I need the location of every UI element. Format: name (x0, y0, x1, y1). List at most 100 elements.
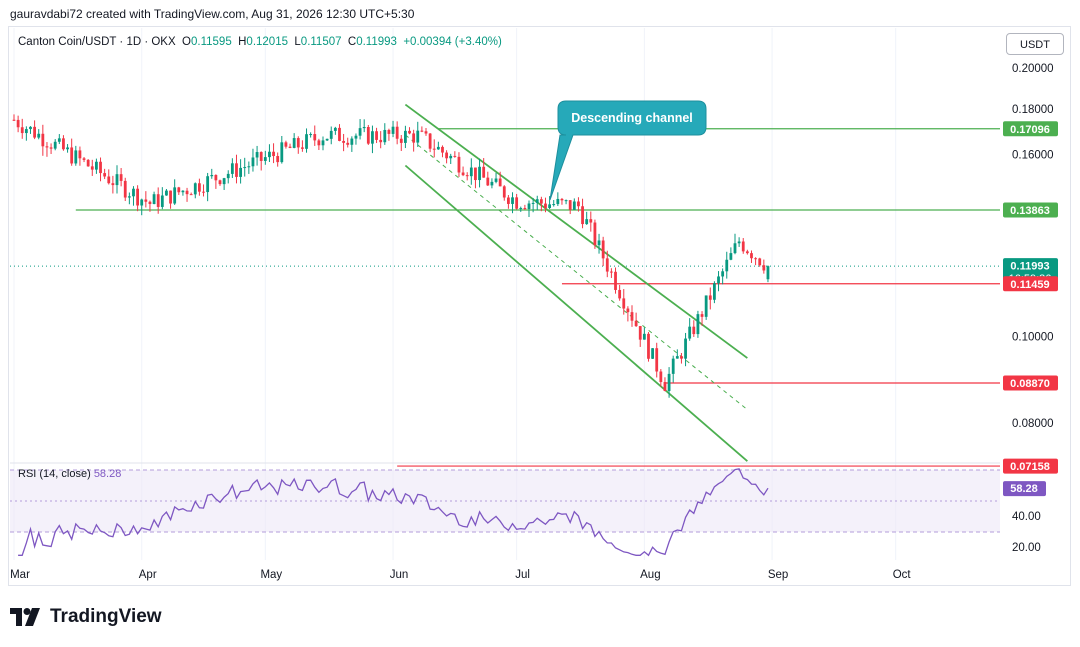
candle-body[interactable] (539, 199, 543, 204)
candle-body[interactable] (610, 271, 613, 273)
candle-body[interactable] (24, 129, 28, 134)
candle-body[interactable] (366, 127, 370, 144)
candle-body[interactable] (535, 199, 539, 203)
candle-body[interactable] (766, 266, 770, 280)
candle-body[interactable] (115, 174, 119, 186)
candle-body[interactable] (313, 134, 317, 141)
candle-body[interactable] (762, 265, 766, 271)
candle-body[interactable] (560, 198, 564, 201)
candle-body[interactable] (680, 356, 683, 359)
candle-body[interactable] (206, 176, 210, 193)
candle-body[interactable] (601, 240, 605, 259)
candle-body[interactable] (642, 333, 646, 340)
candle-body[interactable] (350, 138, 354, 145)
candle-body[interactable] (564, 200, 568, 202)
candle-body[interactable] (45, 146, 49, 148)
price-badge[interactable] (1003, 121, 1058, 137)
candle-body[interactable] (309, 134, 313, 136)
candle-body[interactable] (519, 208, 523, 210)
candle-body[interactable] (57, 138, 61, 142)
candle-body[interactable] (758, 258, 762, 266)
candle-body[interactable] (189, 194, 193, 196)
candle-body[interactable] (544, 203, 547, 209)
candle-body[interactable] (478, 166, 481, 181)
price-badge[interactable] (1003, 202, 1058, 218)
candle-body[interactable] (247, 166, 251, 168)
candle-body[interactable] (325, 138, 329, 141)
candle-body[interactable] (329, 130, 333, 139)
candle-body[interactable] (148, 201, 152, 205)
candle-body[interactable] (696, 314, 700, 335)
candle-body[interactable] (531, 202, 535, 204)
candle-body[interactable] (99, 161, 102, 174)
candle-body[interactable] (16, 119, 20, 128)
candle-body[interactable] (263, 157, 267, 161)
candle-body[interactable] (391, 126, 395, 134)
candle-body[interactable] (721, 271, 725, 277)
candle-body[interactable] (33, 126, 36, 138)
candle-body[interactable] (581, 206, 584, 225)
candle-body[interactable] (132, 188, 135, 197)
candle-body[interactable] (284, 142, 288, 147)
candle-body[interactable] (165, 190, 168, 196)
candle-body[interactable] (333, 127, 337, 131)
candle-body[interactable] (268, 151, 271, 158)
candle-body[interactable] (82, 158, 86, 160)
candle-body[interactable] (445, 152, 448, 159)
candle-body[interactable] (78, 150, 82, 159)
tradingview-logo[interactable]: TradingView (10, 606, 162, 628)
candle-body[interactable] (90, 166, 94, 170)
candle-body[interactable] (708, 295, 712, 300)
candle-body[interactable] (572, 201, 576, 210)
candle-body[interactable] (461, 172, 465, 176)
candle-body[interactable] (737, 241, 741, 244)
candle-body[interactable] (420, 130, 424, 132)
candle-body[interactable] (255, 152, 259, 158)
rsi-line[interactable] (18, 468, 769, 557)
rsi-value-badge[interactable] (1003, 481, 1046, 497)
candle-body[interactable] (585, 219, 589, 225)
candle-body[interactable] (152, 194, 156, 205)
candle-body[interactable] (272, 151, 275, 157)
candle-body[interactable] (317, 140, 321, 146)
candle-body[interactable] (222, 178, 226, 185)
candle-body[interactable] (230, 163, 234, 174)
candle-body[interactable] (655, 348, 659, 372)
candle-body[interactable] (634, 320, 638, 327)
candle-body[interactable] (53, 141, 57, 149)
candle-body[interactable] (173, 187, 177, 204)
candle-body[interactable] (210, 175, 214, 177)
candle-body[interactable] (140, 199, 144, 206)
candle-body[interactable] (593, 222, 597, 246)
candle-body[interactable] (589, 219, 593, 223)
candle-body[interactable] (618, 289, 622, 299)
candle-body[interactable] (66, 147, 69, 150)
candle-body[interactable] (305, 134, 308, 149)
price-badge[interactable] (1003, 458, 1058, 474)
candle-body[interactable] (416, 130, 420, 143)
candle-body[interactable] (605, 258, 609, 272)
price-badge[interactable] (1003, 276, 1058, 292)
candle-body[interactable] (160, 195, 164, 207)
candle-body[interactable] (49, 147, 53, 149)
candle-body[interactable] (86, 159, 90, 167)
candle-body[interactable] (144, 199, 148, 202)
candle-body[interactable] (383, 129, 387, 143)
candle-body[interactable] (362, 127, 366, 129)
candle-body[interactable] (449, 155, 453, 159)
candle-body[interactable] (107, 176, 111, 184)
candle-body[interactable] (399, 138, 403, 143)
candle-body[interactable] (713, 283, 716, 300)
candle-body[interactable] (523, 208, 527, 210)
candle-body[interactable] (651, 348, 654, 359)
candle-body[interactable] (515, 197, 519, 209)
candle-body[interactable] (395, 126, 399, 139)
candle-body[interactable] (507, 197, 510, 204)
candle-body[interactable] (375, 131, 378, 140)
candle-body[interactable] (741, 241, 745, 252)
candle-body[interactable] (41, 133, 45, 147)
candle-body[interactable] (692, 326, 696, 335)
candle-body[interactable] (251, 157, 255, 167)
candle-body[interactable] (527, 203, 531, 210)
candle-body[interactable] (280, 142, 284, 163)
